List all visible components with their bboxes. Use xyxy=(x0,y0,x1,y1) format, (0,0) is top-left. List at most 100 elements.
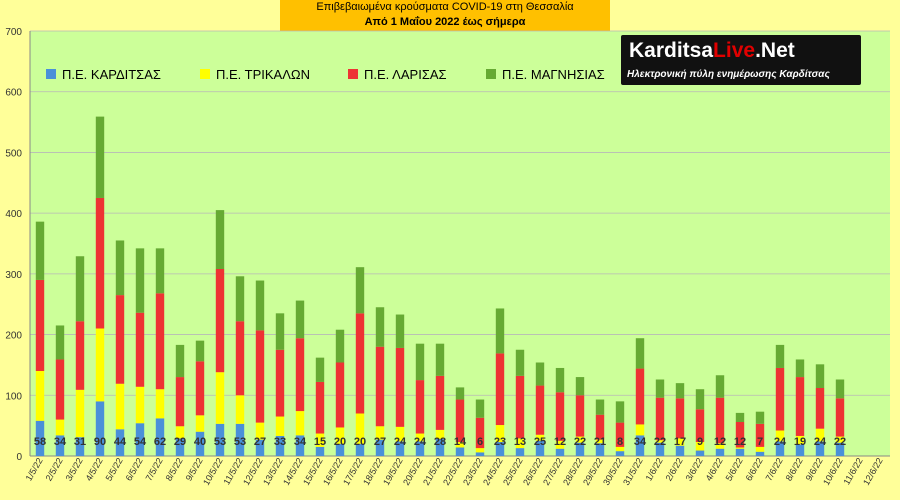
data-label-20/5/22: 24 xyxy=(414,436,427,448)
bar-29/5/22-series0 xyxy=(595,443,605,456)
bar-4/5/22-series1 xyxy=(95,328,105,402)
bar-4/5/22-series3 xyxy=(95,116,105,198)
bar-5/5/22-series2 xyxy=(115,295,125,384)
data-label-21/5/22: 28 xyxy=(434,436,446,448)
bar-20/5/22-series3 xyxy=(415,343,425,381)
bar-31/5/22-series3 xyxy=(635,338,645,369)
bar-1/5/22-series3 xyxy=(35,221,45,280)
bar-8/6/22-series3 xyxy=(795,359,805,378)
bar-9/5/22-series0 xyxy=(195,431,205,456)
bar-20/5/22-series1 xyxy=(415,433,425,442)
bar-26/5/22-series2 xyxy=(535,385,545,435)
legend-item-karditsa: Π.Ε. ΚΑΡΔΙΤΣΑΣ xyxy=(46,64,161,84)
bar-7/5/22-series3 xyxy=(155,248,165,294)
x-tick-label-7/5/22: 7/5/22 xyxy=(144,456,165,483)
logo-tagline: Ηλεκτρονική πύλη ενημέρωσης Καρδίτσας xyxy=(627,69,830,80)
x-tick-label-3/5/22: 3/5/22 xyxy=(64,456,85,483)
bar-21/5/22-series2 xyxy=(435,375,445,430)
chart-subtitle: Από 1 Μαΐου 2022 έως σήμερα xyxy=(364,16,526,28)
bar-8/5/22-series1 xyxy=(175,426,185,439)
bar-10/5/22-series2 xyxy=(215,269,225,373)
y-tick-label-400: 400 xyxy=(5,209,22,220)
bar-20/5/22-series2 xyxy=(415,380,425,434)
bar-4/6/22-series3 xyxy=(715,375,725,398)
bar-22/5/22-series2 xyxy=(455,399,465,443)
bar-10/6/22-series1 xyxy=(835,436,845,443)
bar-14/5/22-series3 xyxy=(295,300,305,339)
bar-7/5/22-series1 xyxy=(155,389,165,419)
bar-28/5/22-series3 xyxy=(575,377,585,396)
legend-swatch-karditsa xyxy=(46,69,56,79)
y-tick-label-700: 700 xyxy=(5,27,22,38)
bar-1/6/22-series0 xyxy=(655,442,665,456)
bar-19/5/22-series1 xyxy=(395,426,405,442)
bar-2/5/22-series0 xyxy=(55,435,65,456)
logo-brand: KarditsaLive.Net xyxy=(629,39,795,62)
bar-1/5/22-series2 xyxy=(35,279,45,371)
y-tick-label-500: 500 xyxy=(5,148,22,159)
y-tick-label-300: 300 xyxy=(5,270,22,281)
data-label-1/6/22: 22 xyxy=(654,436,666,448)
data-label-1/5/22: 58 xyxy=(34,436,46,448)
data-label-17/5/22: 20 xyxy=(354,436,366,448)
bar-8/6/22-series1 xyxy=(795,435,805,445)
legend-label-karditsa: Π.Ε. ΚΑΡΔΙΤΣΑΣ xyxy=(62,66,161,82)
bar-5/5/22-series1 xyxy=(115,383,125,430)
data-label-5/5/22: 44 xyxy=(114,436,127,448)
bar-10/5/22-series0 xyxy=(215,423,225,456)
bar-18/5/22-series2 xyxy=(375,346,385,427)
bar-11/5/22-series0 xyxy=(235,423,245,456)
data-label-11/5/22: 53 xyxy=(234,436,246,448)
bar-27/5/22-series0 xyxy=(555,448,565,456)
x-tick-label-8/6/22: 8/6/22 xyxy=(784,456,805,483)
data-label-19/5/22: 24 xyxy=(394,436,407,448)
bar-9/6/22-series1 xyxy=(815,428,825,442)
x-tick-label-4/5/22: 4/5/22 xyxy=(84,456,105,483)
data-label-12/5/22: 27 xyxy=(254,436,266,448)
data-label-31/5/22: 34 xyxy=(634,436,647,448)
bar-8/5/22-series3 xyxy=(175,344,185,378)
bar-1/6/22-series2 xyxy=(655,397,665,441)
x-tick-label-5/6/22: 5/6/22 xyxy=(724,456,745,483)
data-label-26/5/22: 25 xyxy=(534,436,546,448)
chart-title-box: Επιβεβαιωμένα κρούσματα COVID-19 στη Θεσ… xyxy=(280,0,610,31)
bar-5/5/22-series3 xyxy=(115,240,125,296)
data-label-5/6/22: 12 xyxy=(734,436,746,448)
bar-21/5/22-series3 xyxy=(435,343,445,376)
bar-17/5/22-series0 xyxy=(355,443,365,456)
x-tick-label-1/6/22: 1/6/22 xyxy=(644,456,665,483)
bar-2/6/22-series1 xyxy=(675,438,685,446)
bar-12/5/22-series2 xyxy=(255,330,265,423)
bar-6/5/22-series2 xyxy=(135,312,145,387)
legend-swatch-trikala xyxy=(200,69,210,79)
bar-6/5/22-series3 xyxy=(135,248,145,313)
bar-21/5/22-series1 xyxy=(435,429,445,439)
bar-11/5/22-series3 xyxy=(235,276,245,322)
bar-6/5/22-series1 xyxy=(135,386,145,424)
bar-30/5/22-series2 xyxy=(615,422,625,447)
x-tick-label-6/6/22: 6/6/22 xyxy=(744,456,765,483)
bar-8/5/22-series0 xyxy=(175,438,185,456)
bar-5/6/22-series2 xyxy=(735,422,745,448)
bar-14/5/22-series2 xyxy=(295,338,305,412)
data-label-7/6/22: 24 xyxy=(774,436,787,448)
data-label-9/6/22: 24 xyxy=(814,436,827,448)
bar-29/5/22-series1 xyxy=(595,439,605,444)
data-label-24/5/22: 23 xyxy=(494,436,506,448)
x-tick-label-9/5/22: 9/5/22 xyxy=(184,456,205,483)
data-label-4/6/22: 12 xyxy=(714,436,726,448)
bar-14/5/22-series0 xyxy=(295,435,305,456)
legend-label-larisa: Π.Ε. ΛΑΡΙΣΑΣ xyxy=(364,66,447,82)
data-label-15/5/22: 15 xyxy=(314,436,326,448)
data-label-4/5/22: 90 xyxy=(94,436,106,448)
bar-11/5/22-series2 xyxy=(235,321,245,396)
bar-25/5/22-series0 xyxy=(515,448,525,456)
bar-18/5/22-series3 xyxy=(375,307,385,347)
data-label-8/5/22: 29 xyxy=(174,436,186,448)
bar-24/5/22-series0 xyxy=(495,442,505,456)
plot-area xyxy=(30,31,890,456)
bar-29/5/22-series3 xyxy=(595,399,605,415)
bar-7/5/22-series0 xyxy=(155,418,165,456)
bar-13/5/22-series3 xyxy=(275,313,285,350)
